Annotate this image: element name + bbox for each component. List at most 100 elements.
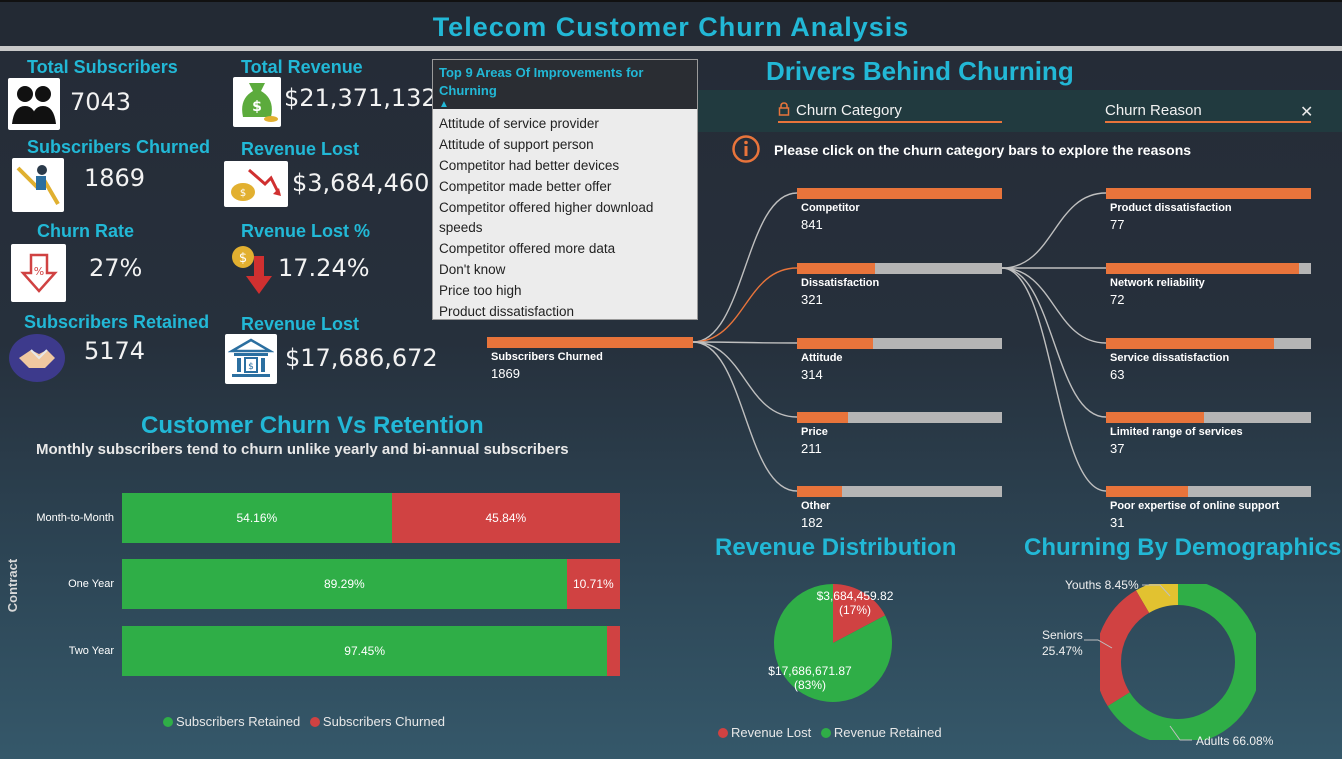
youths-label: Youths 8.45% [1065, 578, 1139, 592]
kpi-total-revenue-label: Total Revenue [241, 57, 363, 77]
kpi-revenue-lost-pct-label: Rvenue Lost % [241, 221, 371, 241]
category-node-bar[interactable] [797, 188, 1002, 199]
improvement-item[interactable]: Competitor offered higher download speed… [439, 200, 654, 235]
bar-retained[interactable]: 97.45% [122, 626, 608, 676]
kpi-total-subscribers-label: Total Subscribers [27, 57, 178, 77]
reason-node-bar-fill [1106, 188, 1311, 199]
legend-rev-retained-label: Revenue Retained [833, 725, 942, 740]
drivers-title: Drivers Behind Churning [766, 56, 1074, 86]
reason-node-label: Poor expertise of online support [1110, 500, 1280, 512]
caret-up-icon[interactable]: ▲ [439, 99, 449, 110]
revenue-retained-pct: (83%) [793, 678, 826, 692]
pie-slice-revenue-retained[interactable] [774, 584, 892, 702]
legend-lost-label: Revenue Lost [731, 725, 812, 740]
header-divider [0, 46, 1342, 51]
bar-retained[interactable]: 54.16% [122, 493, 392, 543]
category-node-label: Attitude [801, 352, 843, 364]
root-node-value: 1869 [491, 366, 520, 381]
category-node-bar[interactable] [797, 412, 1002, 423]
bar-churned[interactable]: 10.71% [566, 559, 620, 609]
legend-churned-label: Subscribers Churned [322, 714, 446, 729]
demographics-donut [1100, 584, 1256, 740]
kpi-churn-rate-label: Churn Rate [37, 221, 135, 241]
bar-data-label: 45.84% [485, 511, 527, 525]
reason-node-value: 77 [1110, 217, 1125, 232]
improvements-list: Attitude of service provider Attitude of … [433, 109, 697, 322]
improvements-panel: Top 9 Areas Of Improvements for Churning… [432, 59, 698, 320]
reason-node-value: 72 [1110, 292, 1125, 307]
reason-node-bar[interactable] [1106, 412, 1311, 423]
root-node-label: Subscribers Churned [491, 351, 603, 363]
revenue-retained-amount: $17,686,671.87 [768, 664, 852, 678]
svg-text:$: $ [252, 99, 262, 115]
category-node-bar[interactable] [797, 338, 1002, 349]
bar-churned[interactable]: 45.84% [391, 493, 620, 543]
kpi-revenue-retained-value: $17,686,672 [285, 344, 438, 372]
kpi-subscribers-churned-label: Subscribers Churned [27, 137, 211, 157]
demographics-leader-lines [1084, 584, 1192, 741]
donut-slice-seniors[interactable] [1100, 584, 1256, 740]
revenue-lost-amount: $3,684,459.82 [816, 589, 894, 603]
improvement-item[interactable]: Don't know [439, 262, 506, 277]
link-category-reason [1001, 192, 1107, 269]
pie-slice-revenue-lost[interactable] [833, 584, 886, 643]
slicer-churn-category-underline [778, 121, 1002, 123]
kpi-total-subscribers-value: 7043 [70, 88, 132, 116]
reason-node-bar[interactable] [1106, 263, 1311, 274]
link-root-category [692, 192, 798, 343]
root-node-bar-fill [487, 337, 693, 348]
improvement-item[interactable]: Competitor made better offer [439, 179, 612, 194]
kpi-revenue-lost-value: $3,684,460 [292, 169, 430, 197]
category-node-label: Price [801, 426, 828, 438]
legend-rev-retained-swatch [820, 728, 831, 738]
svg-text:%: % [33, 265, 43, 278]
seniors-label: Seniors [1042, 628, 1083, 642]
reason-node-bar-fill [1106, 412, 1205, 423]
category-node-bar-fill [797, 188, 1002, 199]
reason-node-label: Product dissatisfaction [1110, 202, 1232, 214]
bar-churned[interactable] [607, 626, 620, 676]
bar-data-label: 89.29% [323, 577, 365, 591]
handshake-icon [9, 334, 65, 382]
slicer-churn-category[interactable]: Churn Category [796, 102, 902, 119]
kpi-revenue-retained-label: Revenue Lost [241, 314, 360, 334]
category-node-bar-fill [797, 412, 849, 423]
reason-node-bar[interactable] [1106, 338, 1311, 349]
category-node-bar[interactable] [797, 486, 1002, 497]
churn-retention-title: Customer Churn Vs Retention [141, 412, 484, 439]
reason-node-label: Service dissatisfaction [1110, 352, 1230, 364]
improvement-item[interactable]: Competitor had better devices [439, 158, 620, 173]
category-tick-label: Two Year [68, 645, 114, 657]
root-node-bar[interactable] [487, 337, 693, 348]
improvement-item[interactable]: Attitude of service provider [439, 116, 599, 131]
legend-retained-swatch [163, 717, 173, 727]
drivers-info-text: Please click on the churn category bars … [774, 142, 1192, 158]
bar-data-label: 54.16% [236, 511, 278, 525]
improvement-item[interactable]: Product dissatisfaction [439, 304, 575, 319]
reason-node-bar[interactable] [1106, 188, 1311, 199]
category-node-bar-fill [797, 486, 843, 497]
close-icon[interactable]: ✕ [1300, 104, 1314, 121]
link-root-category [692, 341, 798, 492]
improvement-item[interactable]: Competitor offered more data [439, 241, 616, 256]
bar-retained[interactable]: 89.29% [122, 559, 567, 609]
legend-retained-label: Subscribers Retained [176, 714, 301, 729]
page-title: Telecom Customer Churn Analysis [432, 12, 910, 42]
revenue-legend: Revenue Lost Revenue Retained [718, 725, 942, 740]
link-category-reason [1001, 267, 1107, 492]
improvement-item[interactable]: Attitude of support person [439, 137, 594, 152]
improvement-item[interactable]: Price too high [439, 283, 522, 298]
demographics-title: Churning By Demographics [1024, 534, 1342, 561]
falling-person-icon [12, 158, 64, 212]
reason-node-bar-fill [1106, 486, 1188, 497]
reason-node-bar[interactable] [1106, 486, 1311, 497]
kpi-subscribers-retained-value: 5174 [84, 337, 146, 365]
kpi-subscribers-retained-label: Subscribers Retained [24, 312, 210, 332]
seniors-pct-label: 25.47% [1042, 644, 1083, 658]
category-node-bar[interactable] [797, 263, 1002, 274]
donut-slice-adults[interactable] [1100, 584, 1256, 740]
svg-text:$: $ [248, 362, 254, 372]
improvements-header[interactable]: Top 9 Areas Of Improvements for Churning… [433, 60, 697, 110]
adults-label: Adults 66.08% [1196, 734, 1274, 748]
slicer-churn-reason[interactable]: Churn Reason [1105, 102, 1202, 119]
